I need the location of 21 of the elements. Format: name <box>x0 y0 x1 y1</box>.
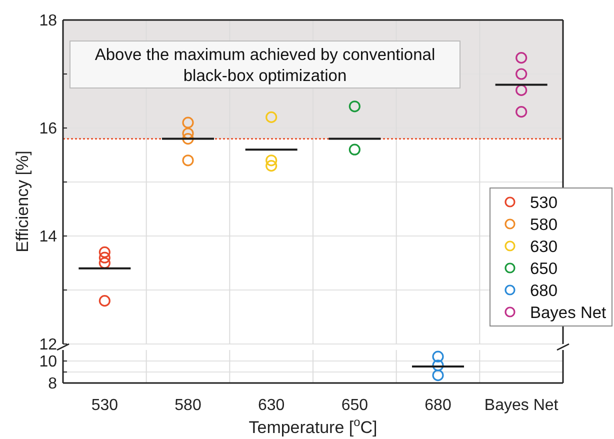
y-tick-label: 12 <box>39 336 58 354</box>
x-tick-label: Bayes Net <box>484 397 559 414</box>
legend-label: 680 <box>530 282 558 300</box>
x-tick-label: 650 <box>341 397 368 414</box>
x-axis-title: Temperature [$^{o}$C] <box>248 415 378 437</box>
x-tick-label: 680 <box>424 397 452 414</box>
y-axis-title: Efficiency [%] <box>13 150 32 252</box>
y-tick-label: 16 <box>39 120 58 138</box>
legend-label: 630 <box>530 238 558 256</box>
legend-label: 580 <box>530 216 558 234</box>
y-tick-label: 10 <box>39 354 58 371</box>
legend-label: 530 <box>530 194 558 212</box>
x-tick-label: 630 <box>258 397 285 414</box>
band-label: Above the maximum achieved by conventional black-box optimization <box>94 46 436 85</box>
x-tick-label: 530 <box>91 397 118 414</box>
legend-label: 650 <box>530 260 558 278</box>
y-tick-label: 14 <box>39 228 58 246</box>
y-tick-label: 8 <box>48 376 58 393</box>
y-tick-label: 18 <box>39 12 58 30</box>
x-tick-label: 580 <box>174 397 202 414</box>
legend-label: Bayes Net <box>530 304 607 322</box>
